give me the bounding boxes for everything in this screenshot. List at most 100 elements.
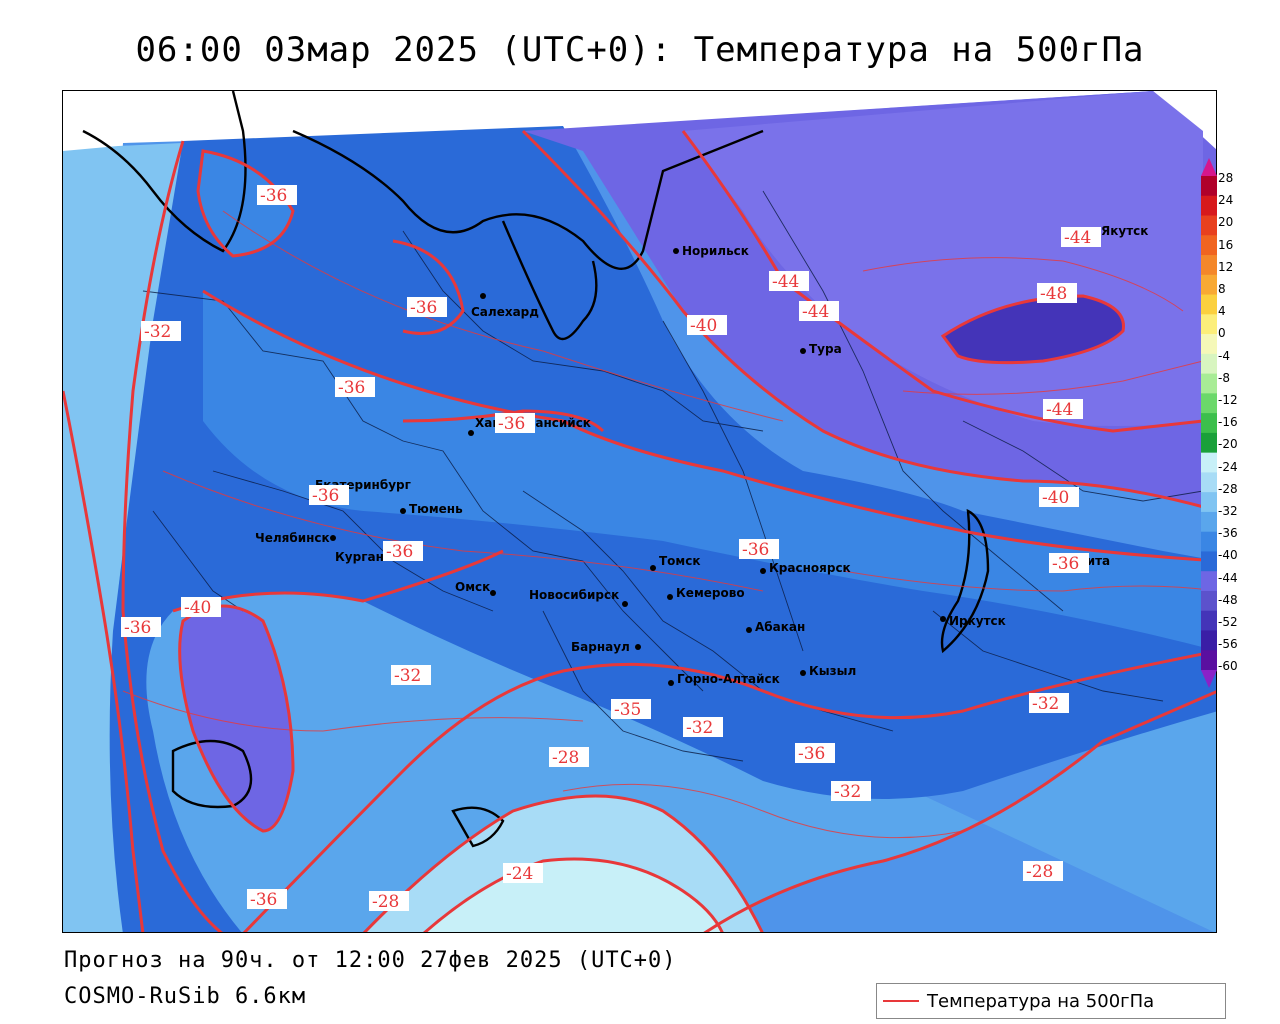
isoline-label: -36 [1049,553,1089,574]
svg-text:-36: -36 [338,378,365,398]
colorbar-segment [1201,373,1217,394]
isoline-label: -36 [739,539,779,560]
svg-text:Челябинск: Челябинск [255,531,330,545]
city-chelyabinsk[interactable]: Челябинск [255,531,336,545]
colorbar-tick-label: -12 [1218,393,1238,407]
colorbar-tick-label: -40 [1218,548,1238,563]
isoline-label: -32 [141,321,181,342]
colorbar-tick-label: 16 [1218,237,1234,252]
isoline-label: -36 [383,541,423,562]
isoline-label: -32 [391,665,431,686]
isoline-label: -40 [687,315,727,336]
svg-text:Норильск: Норильск [682,244,749,258]
colorbar-tick-label: -16 [1218,415,1238,430]
colorbar-segment [1201,472,1217,493]
isoline-label: -36 [795,743,835,764]
city-barnaul[interactable]: Барнаул [571,640,641,654]
colorbar-tick-label: 24 [1218,193,1234,208]
city-kyzyl[interactable]: Кызыл [800,664,856,678]
colorbar-segment [1201,531,1217,552]
svg-text:-36: -36 [260,186,287,206]
field-minus28-west [63,141,223,932]
city-omsk[interactable]: Омск [455,580,496,596]
svg-text:-32: -32 [834,782,861,802]
svg-text:-36: -36 [498,414,525,434]
map-panel[interactable]: Якутск Норильск Салехард Тура Ханты-Манс… [62,90,1217,933]
city-abakan[interactable]: Абакан [746,620,805,634]
svg-text:-36: -36 [250,890,277,910]
colorbar-segment [1201,590,1217,612]
svg-text:-32: -32 [1032,694,1059,714]
colorbar-segment [1201,650,1217,671]
svg-text:Якутск: Якутск [1101,224,1148,238]
colorbar-tick-label: -4 [1218,348,1230,363]
colorbar-segment [1201,334,1217,355]
isoline-label: -44 [769,271,809,292]
isoline-labels: -36 -36 -32 -36 -36 -36 -36 -40 -36 -32 … [121,185,1101,912]
colorbar-segment [1201,492,1217,513]
svg-text:-28: -28 [1026,862,1053,882]
svg-text:-40: -40 [1042,488,1069,508]
colorbar-segment [1201,551,1217,572]
isoline-label: -28 [549,747,589,768]
colorbar-segment [1201,432,1217,454]
isoline-label: -36 [257,185,297,206]
colorbar-segment [1201,215,1217,236]
colorbar-tick-label: -48 [1218,592,1238,607]
colorbar-top-arrow [1201,158,1217,176]
city-krasnoyarsk[interactable]: Красноярск [760,561,851,575]
svg-text:-44: -44 [772,272,799,292]
city-norilsk[interactable]: Норильск [673,244,749,258]
legend-line-swatch [883,1000,919,1002]
colorbar-segment [1201,353,1217,375]
city-tyumen[interactable]: Тюмень [400,502,463,516]
colorbar-segment [1201,314,1217,335]
isoline-label: -36 [121,617,161,638]
isotherms-minor [122,210,1216,839]
colorbar-tick-label: -56 [1218,637,1238,652]
svg-text:-36: -36 [124,618,151,638]
city-tomsk[interactable]: Томск [650,554,701,571]
svg-text:-40: -40 [184,598,211,618]
svg-text:-36: -36 [312,486,339,506]
svg-text:Кызыл: Кызыл [809,664,856,678]
colorbar-segment [1201,571,1217,592]
map-title: 06:00 03мар 2025 (UTC+0): Температура на… [135,30,1145,70]
city-salekhard[interactable]: Салехард [471,293,539,319]
isoline-label: -35 [611,699,651,720]
isoline-label: -40 [181,597,221,618]
svg-text:-32: -32 [686,718,713,738]
svg-text:-44: -44 [802,302,829,322]
city-tura[interactable]: Тура [800,342,842,356]
city-kurgan[interactable]: Курган [335,548,390,564]
colorbar-segment [1201,511,1217,533]
svg-text:-36: -36 [1052,554,1079,574]
svg-text:-36: -36 [798,744,825,764]
temperature-map: Якутск Норильск Салехард Тура Ханты-Манс… [63,91,1216,932]
legend-label: Температура на 500гПа [927,990,1155,1012]
isoline-label: -36 [335,377,375,398]
city-irkutsk[interactable]: Иркутск [940,614,1006,628]
svg-text:-35: -35 [614,700,641,720]
svg-text:-40: -40 [690,316,717,336]
isoline-label: -32 [831,781,871,802]
coastline-borders [82,91,990,848]
isoline-label [613,439,653,459]
svg-text:Курган: Курган [335,550,384,564]
svg-text:Омск: Омск [455,580,490,594]
city-kemerovo[interactable]: Кемерово [667,586,745,600]
isoline-label: -36 [309,485,349,506]
colorbar-tick-label: -24 [1218,459,1238,474]
svg-text:-44: -44 [1064,228,1091,248]
svg-text:-48: -48 [1040,284,1067,304]
colorbar-tick-label: -28 [1218,481,1238,496]
svg-text:Томск: Томск [659,554,701,568]
city-novosibirsk[interactable]: Новосибирск [529,588,628,607]
svg-text:Иркутск: Иркутск [949,614,1006,628]
isoline-label: -36 [407,297,447,318]
isotherms-main [63,129,1216,932]
colorbar-tick-label: 0 [1218,326,1226,341]
svg-text:Красноярск: Красноярск [769,561,851,575]
city-gorno-altaysk[interactable]: Горно-Алтайск [668,672,780,686]
colorbar-segment [1201,195,1217,217]
